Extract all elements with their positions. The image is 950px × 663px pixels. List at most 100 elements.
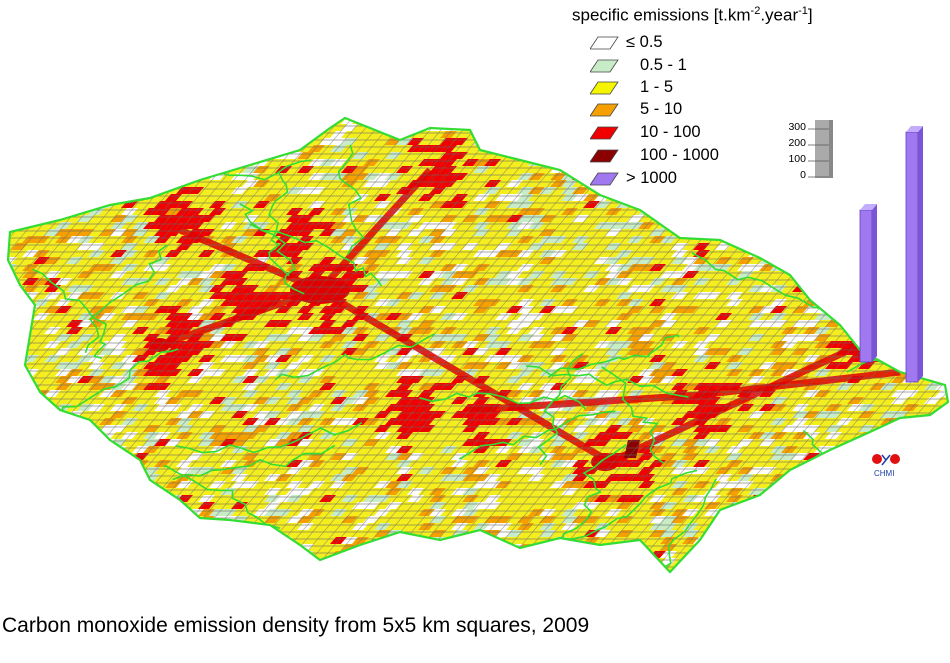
emission-cell bbox=[946, 327, 948, 334]
red-swatch-icon bbox=[590, 126, 619, 140]
emission-cell bbox=[726, 572, 743, 579]
emission-cell bbox=[847, 110, 864, 117]
emission-cell bbox=[8, 313, 17, 320]
emission-cell bbox=[616, 565, 633, 572]
emission-cell bbox=[715, 131, 732, 138]
emission-cell bbox=[924, 488, 941, 495]
emission-cell bbox=[726, 180, 743, 187]
emission-cell bbox=[110, 488, 127, 495]
emission-cell bbox=[506, 558, 523, 565]
emission-cell bbox=[792, 481, 809, 488]
emission-cell bbox=[836, 292, 853, 299]
emission-cell bbox=[44, 152, 61, 159]
emission-cell bbox=[946, 481, 948, 488]
emission-cell bbox=[781, 250, 798, 257]
emission-cell bbox=[726, 229, 743, 236]
legend-item-label: > 1000 bbox=[626, 169, 677, 187]
emission-cell bbox=[715, 516, 732, 523]
emission-cell bbox=[935, 432, 948, 439]
emission-cell bbox=[847, 166, 864, 173]
emission-cell bbox=[22, 565, 39, 572]
emission-cell bbox=[748, 201, 765, 208]
emission-cell bbox=[891, 516, 908, 523]
emission-cell bbox=[935, 306, 948, 313]
emission-cell bbox=[484, 124, 501, 131]
emission-cell bbox=[8, 502, 17, 509]
emission-cell bbox=[8, 222, 17, 229]
emission-cell bbox=[154, 551, 171, 558]
emission-cell bbox=[66, 460, 83, 467]
emission-cell bbox=[836, 278, 853, 285]
emission-cell bbox=[374, 110, 391, 117]
emission-cell bbox=[396, 558, 413, 565]
emission-cell bbox=[814, 250, 831, 257]
emission-cell bbox=[429, 579, 446, 586]
emission-cell bbox=[330, 565, 347, 572]
emission-cell bbox=[858, 551, 875, 558]
emission-cell bbox=[880, 278, 897, 285]
emission-cell bbox=[88, 502, 105, 509]
emission-cell bbox=[858, 118, 875, 124]
emission-cell bbox=[891, 180, 908, 187]
emission-cell bbox=[693, 180, 710, 187]
emission-cell bbox=[77, 432, 94, 439]
emission-cell bbox=[8, 537, 17, 544]
emission-cell bbox=[913, 572, 930, 579]
emission-cell bbox=[33, 488, 50, 495]
emission-cell bbox=[77, 523, 94, 530]
emission-cell bbox=[693, 565, 710, 572]
emission-cell bbox=[836, 236, 853, 243]
emission-cell bbox=[946, 187, 948, 194]
emission-cell bbox=[913, 418, 930, 425]
emission-cell bbox=[154, 495, 171, 502]
emission-cell bbox=[517, 152, 534, 159]
emission-cell bbox=[154, 509, 171, 516]
emission-cell bbox=[891, 537, 908, 544]
emission-cell bbox=[605, 579, 622, 586]
emission-cell bbox=[110, 173, 127, 180]
emission-cell bbox=[792, 194, 809, 201]
emission-cell bbox=[22, 145, 39, 152]
emission-cell bbox=[759, 250, 776, 257]
emission-cell bbox=[539, 579, 556, 586]
emission-cell bbox=[814, 285, 831, 292]
emission-cell bbox=[132, 187, 149, 194]
emission-cell bbox=[264, 118, 281, 124]
emission-cell bbox=[759, 222, 776, 229]
emission-cell bbox=[374, 565, 391, 572]
emission-cell bbox=[847, 460, 864, 467]
emission-cell bbox=[22, 432, 39, 439]
emission-cell bbox=[495, 138, 512, 145]
orange-swatch-icon bbox=[590, 103, 619, 117]
emission-cell bbox=[451, 118, 468, 124]
emission-cell bbox=[891, 572, 908, 579]
emission-cell bbox=[803, 243, 820, 250]
emission-cell bbox=[858, 537, 875, 544]
emission-cell bbox=[297, 558, 314, 565]
emission-cell bbox=[319, 118, 336, 124]
emission-cell bbox=[407, 118, 424, 124]
emission-cell bbox=[110, 502, 127, 509]
emission-cell bbox=[605, 558, 622, 565]
emission-cell bbox=[825, 215, 842, 222]
emission-cell bbox=[44, 453, 61, 460]
emission-cell bbox=[792, 208, 809, 215]
emission-cell bbox=[187, 118, 204, 124]
emission-cell bbox=[297, 118, 314, 124]
emission-cell bbox=[0, 110, 17, 117]
emission-cell bbox=[550, 551, 567, 558]
emission-cell bbox=[77, 118, 94, 124]
district-border bbox=[601, 366, 665, 465]
legend-item bbox=[590, 122, 620, 144]
emission-cell bbox=[77, 138, 94, 145]
emission-cell bbox=[946, 306, 948, 313]
emission-cell bbox=[8, 299, 17, 306]
emission-cell bbox=[11, 180, 28, 187]
emission-cell bbox=[671, 222, 688, 229]
emission-cell bbox=[22, 509, 39, 516]
emission-cell bbox=[825, 544, 842, 551]
emission-cell bbox=[880, 341, 897, 348]
emission-cell bbox=[33, 439, 50, 446]
emission-cell bbox=[704, 166, 721, 173]
emission-cell bbox=[693, 201, 710, 208]
